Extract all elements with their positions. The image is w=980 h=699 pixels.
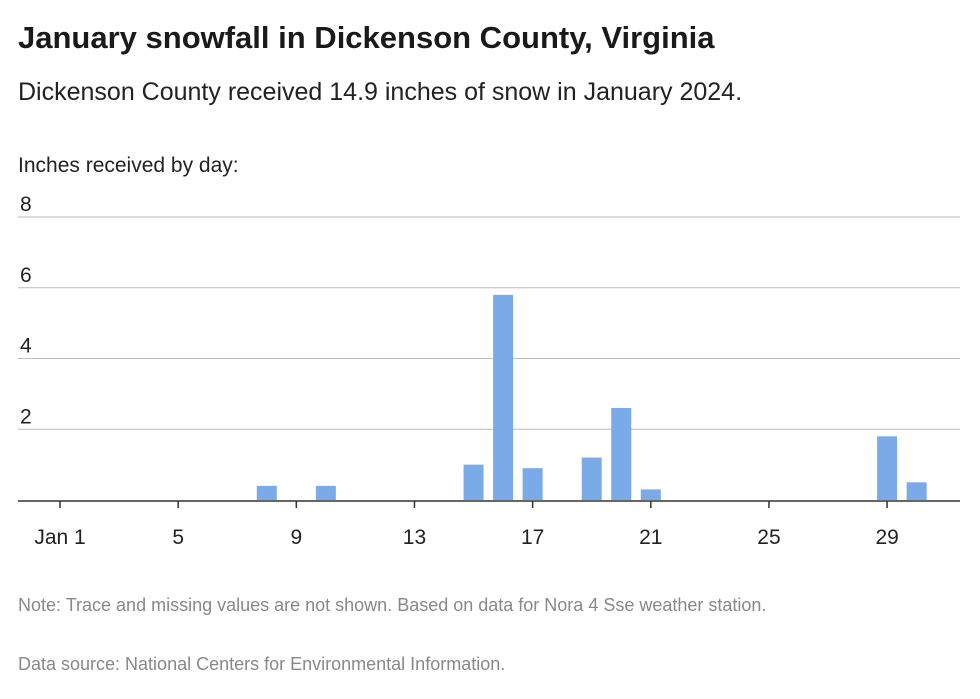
bar-day-30 — [906, 482, 927, 500]
x-tick-label: 21 — [639, 526, 662, 549]
bar-day-19 — [581, 457, 602, 500]
x-tick-label: 25 — [757, 526, 780, 549]
y-tick-label: 4 — [20, 335, 32, 358]
x-tick-label: 13 — [403, 526, 426, 549]
y-axis-label: Inches received by day: — [18, 154, 239, 177]
bar-day-29 — [877, 436, 898, 500]
x-tick-label: 9 — [290, 526, 302, 549]
y-tick-label: 2 — [20, 405, 32, 428]
bar-day-16 — [493, 294, 514, 500]
x-tick-label: 29 — [875, 526, 898, 549]
x-tick-label: 17 — [521, 526, 544, 549]
bar-day-17 — [522, 468, 543, 500]
data-source: Data source: National Centers for Enviro… — [18, 654, 506, 674]
chart-note: Note: Trace and missing values are not s… — [18, 595, 767, 615]
bar-day-20 — [611, 408, 632, 500]
y-tick-label: 8 — [20, 193, 32, 216]
y-tick-label: 6 — [20, 264, 32, 287]
bar-day-10 — [315, 485, 336, 500]
chart-subtitle: Dickenson County received 14.9 inches of… — [18, 78, 743, 106]
bar-day-21 — [640, 489, 661, 500]
x-tick-label: Jan 1 — [34, 526, 85, 549]
bar-day-15 — [463, 464, 484, 500]
bar-day-8 — [256, 485, 277, 500]
chart-title: January snowfall in Dickenson County, Vi… — [18, 20, 715, 55]
x-tick-label: 5 — [172, 526, 184, 549]
